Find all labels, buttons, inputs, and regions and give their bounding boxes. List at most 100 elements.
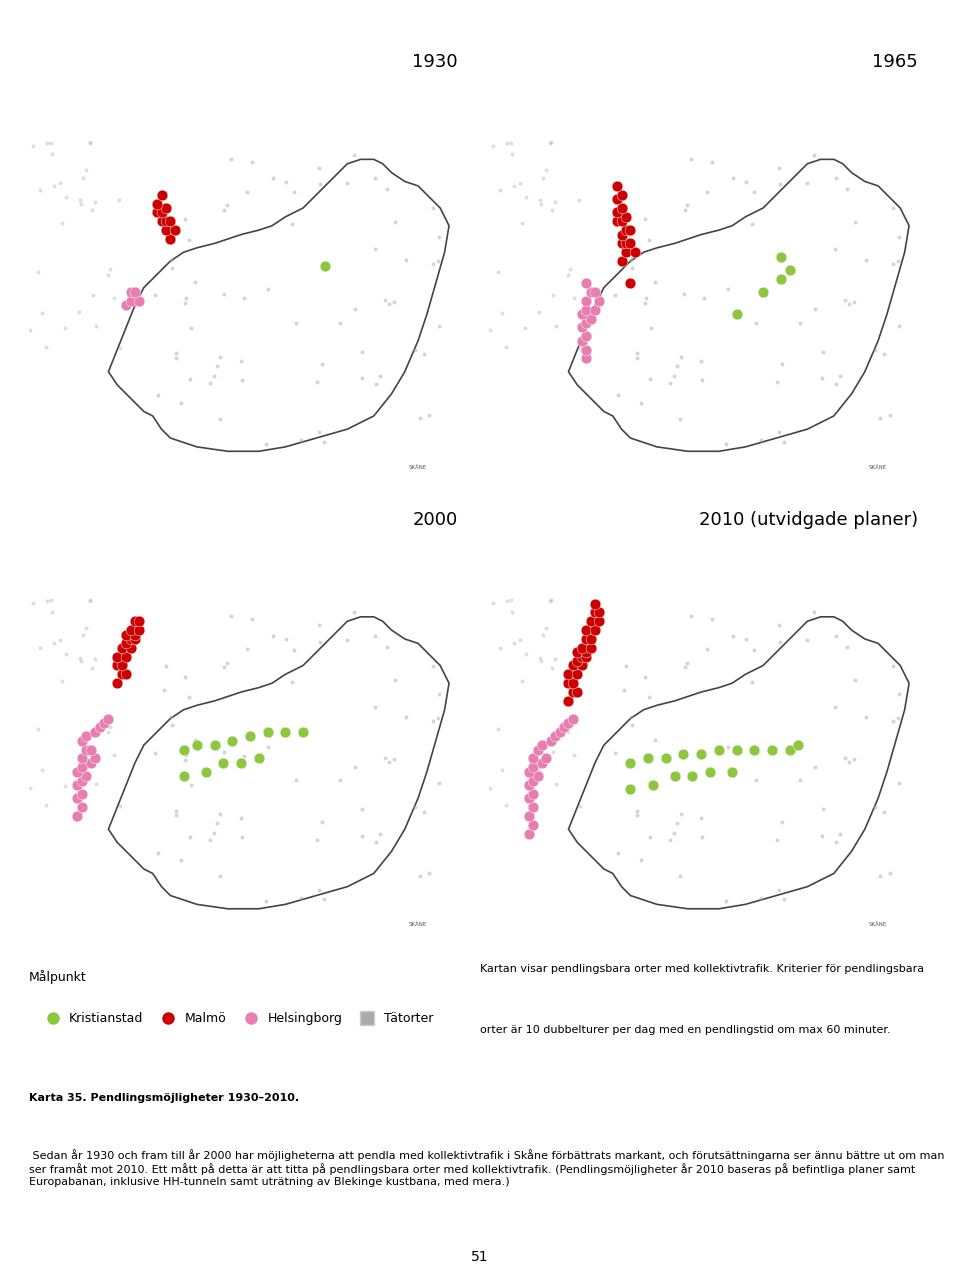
Point [792, 770, 807, 790]
Point [574, 655, 589, 676]
Point [315, 811, 330, 831]
Point [354, 368, 370, 388]
Point [377, 747, 393, 767]
Point [387, 669, 402, 690]
Point [219, 195, 234, 216]
Point [837, 747, 852, 767]
Point [312, 421, 327, 442]
Point [807, 756, 823, 776]
Point [525, 770, 540, 790]
Point [775, 354, 790, 374]
Point [278, 171, 294, 192]
Point [542, 133, 558, 153]
Point [521, 806, 537, 826]
Point [613, 225, 629, 245]
Point [697, 746, 712, 766]
Point [167, 220, 182, 240]
Point [74, 797, 89, 817]
Point [513, 630, 528, 650]
Point [169, 801, 184, 821]
Point [355, 799, 371, 820]
Point [882, 405, 898, 425]
Point [416, 802, 431, 822]
Point [629, 805, 644, 825]
Text: Kartan visar pendlingsbara orter med kollektivtrafik. Kriterier för pendlingsbar: Kartan visar pendlingsbara orter med kol… [480, 964, 924, 974]
Point [107, 746, 122, 766]
Point [748, 770, 763, 790]
Point [729, 739, 744, 760]
Point [515, 213, 530, 234]
Point [579, 628, 594, 649]
Point [574, 646, 589, 667]
Point [425, 254, 441, 275]
Point [425, 711, 441, 732]
Point [382, 294, 397, 314]
Point [659, 748, 674, 769]
Point [73, 194, 88, 215]
Point [535, 734, 550, 755]
Point [772, 880, 787, 900]
Point [311, 616, 326, 636]
Point [217, 656, 232, 677]
Point [35, 303, 50, 323]
Point [59, 186, 74, 207]
Point [79, 160, 94, 180]
Point [84, 752, 99, 773]
Point [114, 655, 130, 676]
Point [868, 340, 883, 360]
Point [815, 341, 830, 361]
Point [313, 632, 328, 653]
Point [258, 433, 274, 453]
Point [535, 167, 550, 188]
Point [123, 282, 138, 303]
Point [842, 294, 857, 314]
Point [46, 175, 61, 195]
Point [676, 743, 691, 764]
Point [30, 262, 45, 282]
Point [83, 133, 98, 153]
Point [518, 186, 534, 207]
Point [773, 174, 788, 194]
Point [286, 183, 301, 203]
Point [618, 220, 634, 240]
Point [588, 619, 603, 640]
Point [154, 211, 169, 231]
Point [53, 172, 68, 193]
Point [412, 866, 427, 886]
Point [530, 766, 545, 787]
Point [770, 830, 785, 850]
Point [693, 743, 708, 764]
Point [348, 756, 363, 776]
Point [623, 234, 638, 254]
Point [369, 374, 384, 395]
Point [432, 684, 447, 705]
Point [815, 799, 830, 820]
Point [718, 891, 733, 912]
Point [679, 653, 694, 673]
Point [643, 318, 659, 338]
Point [39, 590, 55, 610]
Point [377, 290, 393, 310]
Point [96, 713, 111, 733]
Point [154, 184, 169, 204]
Point [398, 249, 414, 269]
Point [494, 760, 510, 780]
Point [103, 259, 118, 280]
Point [316, 889, 331, 909]
Point [312, 880, 327, 900]
Point [189, 734, 204, 755]
Point [574, 304, 589, 324]
Point [154, 202, 169, 222]
Point [704, 609, 719, 630]
Point [494, 303, 510, 323]
Point [623, 220, 638, 240]
Point [662, 373, 678, 393]
Point [882, 862, 898, 882]
Point [624, 715, 639, 736]
Point [738, 630, 754, 650]
Point [747, 640, 762, 660]
Point [182, 369, 198, 389]
Point [284, 672, 300, 692]
Point [332, 770, 348, 790]
Point [579, 291, 594, 312]
